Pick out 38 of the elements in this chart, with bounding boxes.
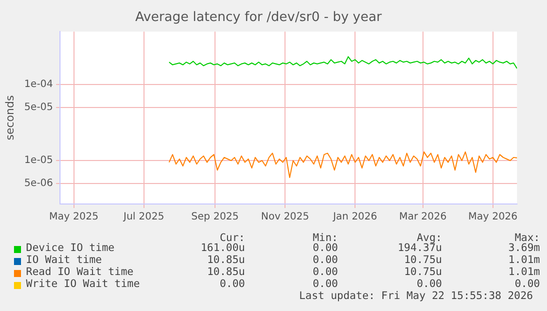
text: 10.75u xyxy=(403,266,442,278)
x-tick-label: May 2025 xyxy=(49,212,98,223)
text: 0.00 xyxy=(312,242,338,254)
text: 0.00 xyxy=(514,278,540,290)
text: Avg: xyxy=(416,232,442,244)
text: 0.00 xyxy=(416,278,442,290)
y-tick-label: 5e-05 xyxy=(24,102,54,113)
text: Min: xyxy=(312,232,338,244)
x-tick-label: Sep 2025 xyxy=(191,212,239,223)
text: Cur: xyxy=(220,232,245,244)
x-tick-label: Nov 2025 xyxy=(261,212,310,223)
text: 10.75u xyxy=(403,254,442,266)
legend-label: Read IO Wait time xyxy=(26,266,134,278)
text: 0.00 xyxy=(218,278,245,290)
text: 10.85u xyxy=(206,266,245,278)
legend-label: Device IO time xyxy=(26,242,115,254)
text: 1.01m xyxy=(507,266,540,278)
chart-title: Average latency for /dev/sr0 - by year xyxy=(135,10,382,26)
x-tick-label: Jul 2025 xyxy=(122,212,164,223)
text: Last update: Fri May 22 15:55:38 2026 xyxy=(299,290,533,302)
x-tick-label: Jan 2026 xyxy=(332,212,378,223)
text: 161.00u xyxy=(200,242,245,254)
y-tick-label: 1e-04 xyxy=(24,78,54,90)
text: 194.37u xyxy=(396,242,442,254)
text: 3.69m xyxy=(507,242,540,254)
y-tick-label: 5e-06 xyxy=(24,178,54,190)
text: 10.85u xyxy=(206,254,245,266)
y-axis-title: seconds xyxy=(3,95,16,140)
legend-label: IO Wait time xyxy=(26,254,102,266)
x-tick-label: Mar 2026 xyxy=(399,212,447,223)
text: 1.01m xyxy=(507,254,540,266)
x-tick-label: May 2026 xyxy=(468,212,518,223)
text: 0.00 xyxy=(312,266,338,278)
text: 0.00 xyxy=(312,254,338,266)
text: 0.00 xyxy=(312,278,338,290)
legend-label: Write IO Wait time xyxy=(26,278,140,290)
y-tick-label: 1e-05 xyxy=(24,155,54,166)
text: Max: xyxy=(514,232,540,244)
